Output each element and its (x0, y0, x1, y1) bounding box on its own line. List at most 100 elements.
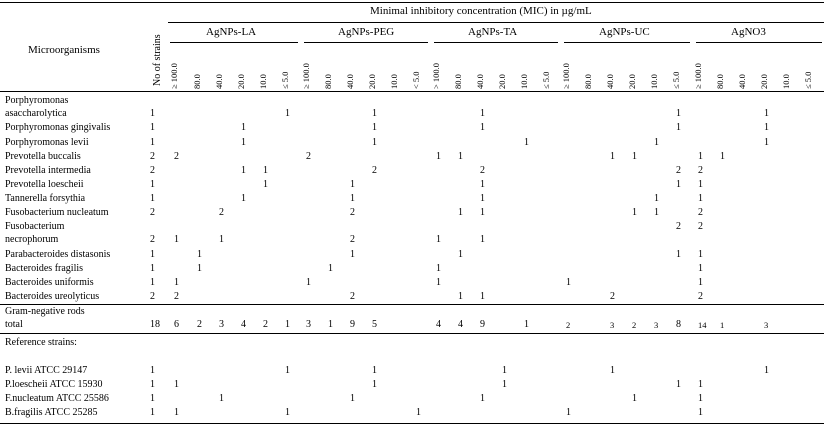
mic-value: 1 (502, 365, 507, 376)
concentration-label: 20.0 (236, 74, 246, 89)
mic-value: 1 (219, 393, 224, 404)
concentration-label: ≥ 100.0 (561, 63, 571, 89)
row-strain-count: 1 (150, 193, 155, 204)
group-name: AgNPs-PEG (338, 26, 395, 38)
group-name: AgNPs-LA (206, 26, 257, 38)
row-strain-count: 1 (150, 365, 155, 376)
mic-title-underline (168, 22, 824, 23)
mic-value: 1 (436, 263, 441, 274)
mic-value: 2 (350, 234, 355, 245)
mic-value: 2 (350, 291, 355, 302)
mic-value: 1 (698, 277, 703, 288)
row-organism-name: B.fragilis ATCC 25285 (5, 407, 98, 418)
mic-value: 1 (632, 393, 637, 404)
mic-value: 1 (350, 193, 355, 204)
concentration-label: 10.0 (258, 74, 268, 89)
mic-value: 1 (263, 165, 268, 176)
microorganisms-header: Microorganisms (28, 44, 100, 56)
concentration-label: ≥ 100.0 (301, 63, 311, 89)
mic-value: 9 (350, 319, 355, 330)
mic-value: 1 (416, 407, 421, 418)
mic-value: 3 (654, 320, 659, 330)
mic-value: 1 (197, 263, 202, 274)
mic-value: 1 (698, 179, 703, 190)
mic-value: 1 (306, 277, 311, 288)
mic-value: 1 (174, 277, 179, 288)
mic-value: 1 (654, 193, 659, 204)
mic-value: 1 (720, 151, 725, 162)
mic-value: 1 (698, 151, 703, 162)
mic-value: 1 (436, 151, 441, 162)
mic-value: 2 (676, 165, 681, 176)
row-organism-name: Bacteroides fragilis (5, 263, 84, 274)
row-organism-name: asaccharolytica (5, 108, 67, 119)
row-strain-count: 1 (150, 393, 155, 404)
row-organism-name: Gram-negative rods (5, 306, 85, 317)
concentration-label: 20.0 (367, 74, 377, 89)
mic-value: 1 (241, 193, 246, 204)
row-strain-count: 1 (150, 122, 155, 133)
row-organism-name: total (5, 319, 23, 330)
mic-value: 1 (480, 207, 485, 218)
concentration-label: ≤ 5.0 (280, 71, 290, 89)
row-strain-count: 1 (150, 407, 155, 418)
row-organism-name: Prevotella loescheii (5, 179, 84, 190)
mic-value: 1 (480, 108, 485, 119)
mic-value: 2 (219, 207, 224, 218)
group-underline (170, 42, 298, 43)
group-underline (696, 42, 822, 43)
header-bottom-rule (0, 91, 824, 92)
mic-value: 1 (676, 179, 681, 190)
mic-value: 1 (241, 122, 246, 133)
row-organism-name: Porphyromonas levii (5, 137, 89, 148)
row-strain-count: 1 (150, 179, 155, 190)
mic-value: 2 (698, 207, 703, 218)
mic-value: 1 (458, 151, 463, 162)
mic-value: 1 (480, 193, 485, 204)
mic-value: 2 (480, 165, 485, 176)
mic-value: 1 (632, 151, 637, 162)
mic-value: 4 (436, 319, 441, 330)
concentration-label: ≤ 5.0 (671, 71, 681, 89)
row-organism-name: Bacteroides uniformis (5, 277, 94, 288)
mic-value: 1 (480, 234, 485, 245)
concentration-label: 20.0 (497, 74, 507, 89)
mic-value: 1 (698, 407, 703, 418)
mic-value: 2 (174, 291, 179, 302)
mic-value: 1 (285, 319, 290, 330)
group-name: AgNPs-TA (468, 26, 518, 38)
mic-value: 1 (263, 179, 268, 190)
row-organism-name: P. levii ATCC 29147 (5, 365, 88, 376)
mic-value: 1 (480, 122, 485, 133)
mic-value: 1 (480, 291, 485, 302)
row-organism-name: Parabacteroides distasonis (5, 249, 111, 260)
concentration-label: 80.0 (192, 74, 202, 89)
mic-value: 1 (174, 379, 179, 390)
mic-value: 1 (372, 108, 377, 119)
mic-value: 14 (698, 320, 707, 330)
mic-value: 1 (458, 249, 463, 260)
mic-value: 2 (350, 207, 355, 218)
concentration-label: 10.0 (649, 74, 659, 89)
mic-value: 1 (197, 249, 202, 260)
row-organism-name: Prevotella intermedia (5, 165, 91, 176)
row-strain-count: 1 (150, 108, 155, 119)
row-organism-name: Porphyromonas (5, 95, 69, 106)
mic-value: 1 (174, 234, 179, 245)
mic-value: 1 (764, 108, 769, 119)
mic-value: 1 (350, 249, 355, 260)
mic-value: 6 (174, 319, 179, 330)
mic-value: 1 (698, 379, 703, 390)
row-strain-count: 1 (150, 277, 155, 288)
mic-value: 1 (350, 179, 355, 190)
group-underline (304, 42, 428, 43)
concentration-label: < 5.0 (411, 71, 421, 89)
mic-value: 1 (285, 108, 290, 119)
row-organism-name: Fusobacterium nucleatum (5, 207, 109, 218)
mic-value: 1 (764, 137, 769, 148)
mic-value: 1 (676, 249, 681, 260)
mic-value: 4 (241, 319, 246, 330)
mic-value: 3 (764, 320, 769, 330)
concentration-label: 40.0 (345, 74, 355, 89)
